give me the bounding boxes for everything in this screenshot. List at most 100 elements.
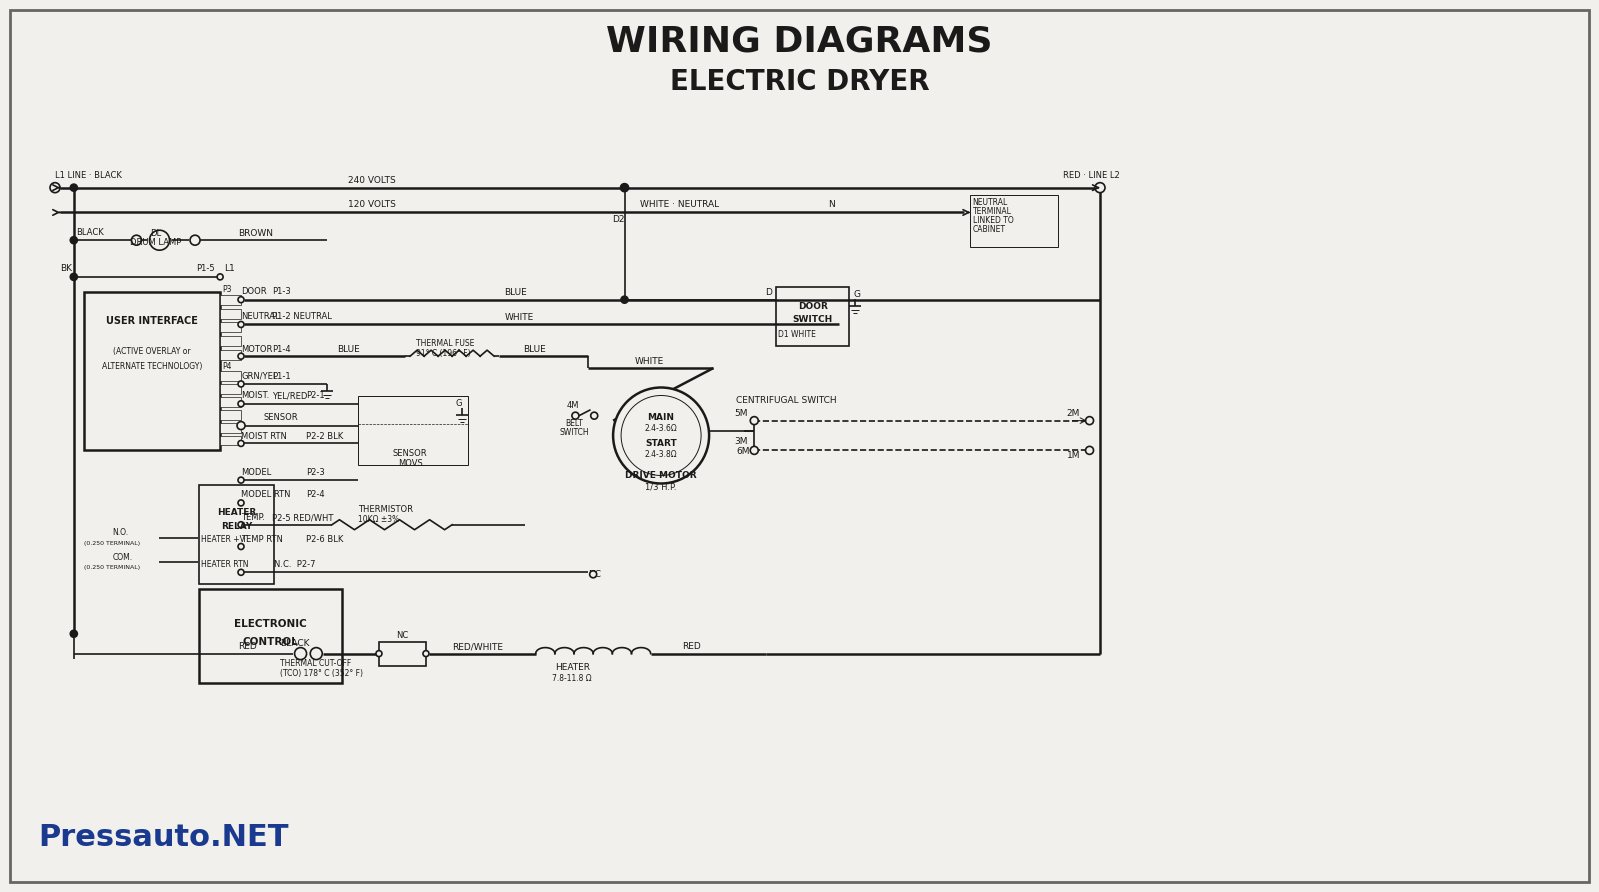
Circle shape: [238, 321, 245, 327]
Circle shape: [190, 235, 200, 245]
Text: TERMINAL: TERMINAL: [972, 207, 1012, 216]
Text: N: N: [828, 200, 835, 209]
Circle shape: [590, 412, 598, 419]
Text: Pressauto.NET: Pressauto.NET: [38, 823, 288, 853]
Circle shape: [70, 236, 77, 244]
Text: TEMP RTN: TEMP RTN: [241, 535, 283, 544]
Text: P2-4: P2-4: [305, 491, 325, 500]
Text: RELAY: RELAY: [221, 522, 253, 532]
Text: P2-3: P2-3: [305, 467, 325, 476]
Circle shape: [238, 381, 245, 387]
Text: RED/WHITE: RED/WHITE: [453, 642, 504, 651]
Text: HEATER RTN: HEATER RTN: [201, 560, 249, 569]
Text: WHITE: WHITE: [504, 313, 534, 322]
Text: D2: D2: [612, 215, 625, 224]
Text: P1-1: P1-1: [272, 371, 291, 381]
Circle shape: [217, 274, 224, 280]
Text: BLACK: BLACK: [280, 640, 309, 648]
Text: BLUE: BLUE: [337, 344, 360, 354]
Text: D1 WHITE: D1 WHITE: [779, 330, 815, 339]
Text: GRN/YEL: GRN/YEL: [241, 371, 278, 381]
Bar: [379, 641, 425, 665]
Text: RED · LINE L2: RED · LINE L2: [1063, 171, 1121, 180]
Text: SWITCH: SWITCH: [793, 315, 833, 324]
Bar: [200, 485, 275, 584]
Text: MOIST RTN: MOIST RTN: [241, 432, 286, 441]
Bar: [221, 351, 241, 360]
Bar: [200, 589, 342, 683]
Text: HEATER: HEATER: [555, 663, 590, 672]
Circle shape: [70, 273, 77, 280]
Text: 10KΩ ±3%: 10KΩ ±3%: [358, 516, 400, 524]
Bar: [221, 435, 241, 445]
Bar: [221, 397, 241, 407]
Circle shape: [620, 296, 628, 303]
Text: 6M: 6M: [736, 447, 750, 456]
Text: CONTROL: CONTROL: [243, 637, 299, 647]
Text: MOVS: MOVS: [398, 458, 422, 467]
Text: 1M: 1M: [1067, 450, 1079, 460]
Circle shape: [238, 543, 245, 549]
Text: (TCO) 178° C (352° F): (TCO) 178° C (352° F): [280, 669, 363, 678]
Text: 120 VOLTS: 120 VOLTS: [347, 200, 395, 209]
Text: P2-1: P2-1: [305, 392, 325, 401]
Text: WHITE: WHITE: [635, 357, 664, 366]
Circle shape: [620, 395, 700, 475]
Text: P1-4: P1-4: [272, 344, 291, 354]
Text: SENSOR: SENSOR: [264, 413, 299, 422]
Circle shape: [131, 235, 141, 245]
Text: NC: NC: [588, 570, 601, 579]
Text: BK: BK: [61, 264, 72, 274]
Text: NEUTRAL: NEUTRAL: [972, 198, 1007, 207]
Text: BLUE: BLUE: [504, 288, 528, 297]
Text: DL: DL: [150, 228, 161, 238]
Text: DRIVE MOTOR: DRIVE MOTOR: [625, 471, 697, 480]
Bar: [221, 384, 241, 394]
Text: (ACTIVE OVERLAY or: (ACTIVE OVERLAY or: [114, 347, 190, 356]
Text: BROWN: BROWN: [238, 228, 273, 238]
Circle shape: [50, 183, 61, 193]
Text: USER INTERFACE: USER INTERFACE: [106, 317, 198, 326]
Bar: [221, 409, 241, 419]
Circle shape: [1095, 183, 1105, 193]
Circle shape: [238, 500, 245, 506]
Text: COM.: COM.: [112, 553, 133, 562]
Text: BLACK: BLACK: [75, 227, 104, 236]
Circle shape: [612, 387, 708, 483]
Circle shape: [238, 297, 245, 302]
Circle shape: [294, 648, 307, 659]
Text: ALTERNATE TECHNOLOGY): ALTERNATE TECHNOLOGY): [102, 361, 203, 370]
Text: CABINET: CABINET: [972, 225, 1006, 234]
Bar: [221, 323, 241, 333]
Text: DOOR: DOOR: [798, 302, 828, 311]
Text: (0.250 TERMINAL): (0.250 TERMINAL): [85, 541, 141, 546]
Text: THERMAL FUSE: THERMAL FUSE: [416, 339, 473, 348]
Circle shape: [237, 422, 245, 430]
Text: WIRING DIAGRAMS: WIRING DIAGRAMS: [606, 25, 993, 59]
Text: HEATER: HEATER: [217, 508, 256, 517]
Text: 2.4-3.8Ω: 2.4-3.8Ω: [644, 450, 678, 458]
Text: MAIN: MAIN: [648, 413, 675, 422]
Text: ELECTRONIC: ELECTRONIC: [235, 619, 307, 629]
Circle shape: [1086, 446, 1094, 454]
Text: SENSOR: SENSOR: [393, 449, 427, 458]
Bar: [221, 294, 241, 305]
Text: 5M: 5M: [734, 409, 748, 418]
Bar: [221, 371, 241, 381]
Circle shape: [238, 522, 245, 528]
Circle shape: [238, 401, 245, 407]
Text: N.C.  P2-7: N.C. P2-7: [275, 560, 317, 569]
Text: RED: RED: [238, 642, 256, 651]
Circle shape: [424, 650, 429, 657]
Circle shape: [238, 441, 245, 446]
Text: L1: L1: [224, 264, 235, 274]
Text: 240 VOLTS: 240 VOLTS: [347, 177, 395, 186]
Bar: [776, 287, 849, 346]
Text: HEATER +V: HEATER +V: [201, 535, 245, 544]
Text: 7.8-11.8 Ω: 7.8-11.8 Ω: [553, 673, 592, 683]
Bar: [85, 292, 221, 450]
Text: MODEL: MODEL: [241, 467, 272, 476]
Circle shape: [572, 412, 579, 419]
Circle shape: [310, 648, 323, 659]
Text: THERMAL CUT-OFF: THERMAL CUT-OFF: [280, 659, 350, 668]
